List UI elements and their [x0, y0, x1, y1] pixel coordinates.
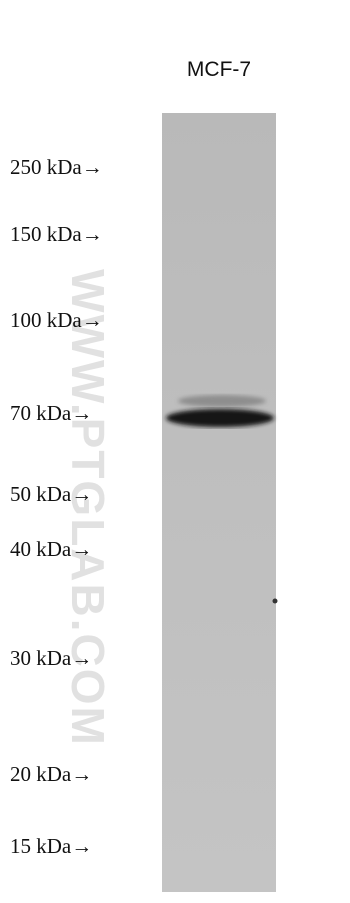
- marker-label: 100 kDa→: [10, 308, 103, 332]
- marker-label: 50 kDa→: [10, 482, 93, 506]
- marker-label: 40 kDa→: [10, 537, 93, 561]
- marker-label: 70 kDa→: [10, 401, 93, 425]
- marker-label: 15 kDa→: [10, 834, 93, 858]
- faint-band: [178, 395, 266, 407]
- lane: [162, 113, 276, 892]
- marker-label: 150 kDa→: [10, 222, 103, 246]
- lane-label: MCF-7: [186, 58, 252, 81]
- marker-label: 30 kDa→: [10, 646, 93, 670]
- band: [166, 409, 274, 427]
- marker-label: 250 kDa→: [10, 155, 103, 179]
- speck: [272, 598, 278, 604]
- marker-label: 20 kDa→: [10, 762, 93, 786]
